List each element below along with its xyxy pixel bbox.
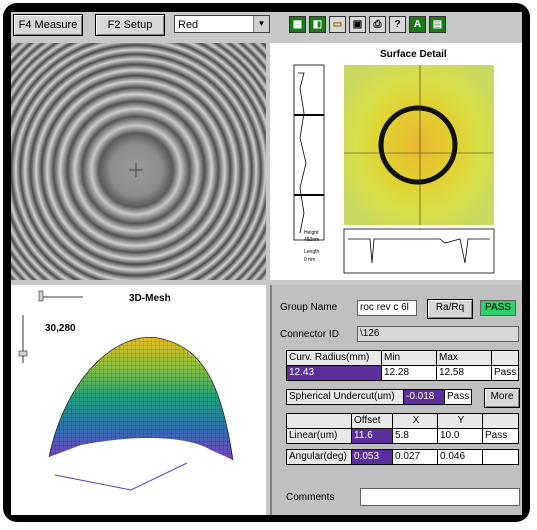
- mesh-plot[interactable]: [11, 285, 266, 515]
- grid-icon[interactable]: ▦: [289, 16, 306, 33]
- result-blank-header: [482, 413, 519, 429]
- linear-y-value: 10.0: [437, 428, 483, 444]
- app-window: F4 Measure F2 Setup Red ▼ ▦ ◧ ▭ ▣ ⎙ ? A …: [11, 12, 522, 515]
- curv-blank-header: [491, 350, 519, 366]
- measure-button[interactable]: F4 Measure: [13, 14, 83, 36]
- curv-result: Pass: [491, 365, 519, 381]
- color-select[interactable]: Red ▼: [174, 15, 270, 33]
- curv-radius-value: 12.43: [286, 365, 382, 381]
- mesh-value: 30,280: [45, 323, 76, 334]
- group-name-label: Group Name: [280, 302, 338, 313]
- surface-detail-title: Surface Detail: [380, 49, 447, 60]
- min-header: Min: [381, 350, 437, 366]
- offset-header: Offset: [351, 413, 393, 429]
- surface-detail-panel: Surface Detail Heig: [270, 43, 522, 280]
- text-icon[interactable]: A: [409, 16, 426, 33]
- max-header: Max: [436, 350, 492, 366]
- setup-button[interactable]: F2 Setup: [95, 14, 165, 36]
- angular-y-value: 0.046: [437, 449, 483, 465]
- y-header: Y: [437, 413, 483, 429]
- angular-result: [482, 449, 519, 465]
- curv-max-value: 12.58: [436, 365, 492, 381]
- length-label: Length: [304, 249, 320, 255]
- offset-blank-header: [286, 413, 352, 429]
- help-icon[interactable]: ?: [389, 16, 406, 33]
- spherical-undercut-value: -0.018: [403, 389, 445, 405]
- surface-map[interactable]: [270, 43, 522, 280]
- linear-result: Pass: [482, 428, 519, 444]
- chart-icon[interactable]: ◧: [309, 16, 326, 33]
- more-button[interactable]: More: [484, 388, 520, 408]
- height-value: 482nm: [304, 237, 320, 243]
- height-label: Height: [304, 230, 319, 236]
- connector-id-label: Connector ID: [280, 329, 339, 340]
- spherical-undercut-label: Spherical Undercut(um): [286, 389, 404, 405]
- mesh-panel: 3D-Mesh 30,280: [11, 285, 266, 515]
- mesh-title: 3D-Mesh: [129, 293, 171, 304]
- group-name-field[interactable]: roc rev c 6l: [357, 300, 417, 316]
- curv-min-value: 12.28: [381, 365, 437, 381]
- toolbar: F4 Measure F2 Setup Red ▼ ▦ ◧ ▭ ▣ ⎙ ? A …: [11, 12, 522, 39]
- interferogram-view[interactable]: [11, 43, 266, 280]
- angular-offset-value: 0.053: [351, 449, 393, 465]
- pass-badge: PASS: [480, 300, 516, 316]
- angular-label: Angular(deg): [286, 449, 352, 465]
- save-icon[interactable]: ▣: [349, 16, 366, 33]
- interference-fringes: [11, 43, 266, 280]
- calculator-icon[interactable]: ▤: [429, 16, 446, 33]
- linear-label: Linear(um): [286, 428, 352, 444]
- length-value: 0 nm: [304, 257, 316, 263]
- chevron-down-icon[interactable]: ▼: [253, 16, 269, 32]
- linear-offset-value: 11.6: [351, 428, 393, 444]
- color-select-value: Red: [178, 19, 199, 31]
- comments-label: Comments: [286, 492, 335, 503]
- spherical-result: Pass: [444, 389, 472, 405]
- connector-id-field[interactable]: \126: [357, 326, 519, 342]
- print-icon[interactable]: ⎙: [369, 16, 386, 33]
- curv-radius-header: Curv. Radius(mm): [286, 350, 382, 366]
- comments-field[interactable]: [360, 488, 520, 506]
- ra-rq-button[interactable]: Ra/Rq: [427, 299, 473, 319]
- linear-x-value: 5.8: [392, 428, 438, 444]
- x-header: X: [392, 413, 438, 429]
- angular-x-value: 0.027: [392, 449, 438, 465]
- results-panel: Group Name roc rev c 6l Ra/Rq PASS Conne…: [270, 285, 522, 515]
- folder-open-icon[interactable]: ▭: [329, 16, 346, 33]
- device-frame: F4 Measure F2 Setup Red ▼ ▦ ◧ ▭ ▣ ⎙ ? A …: [3, 3, 530, 522]
